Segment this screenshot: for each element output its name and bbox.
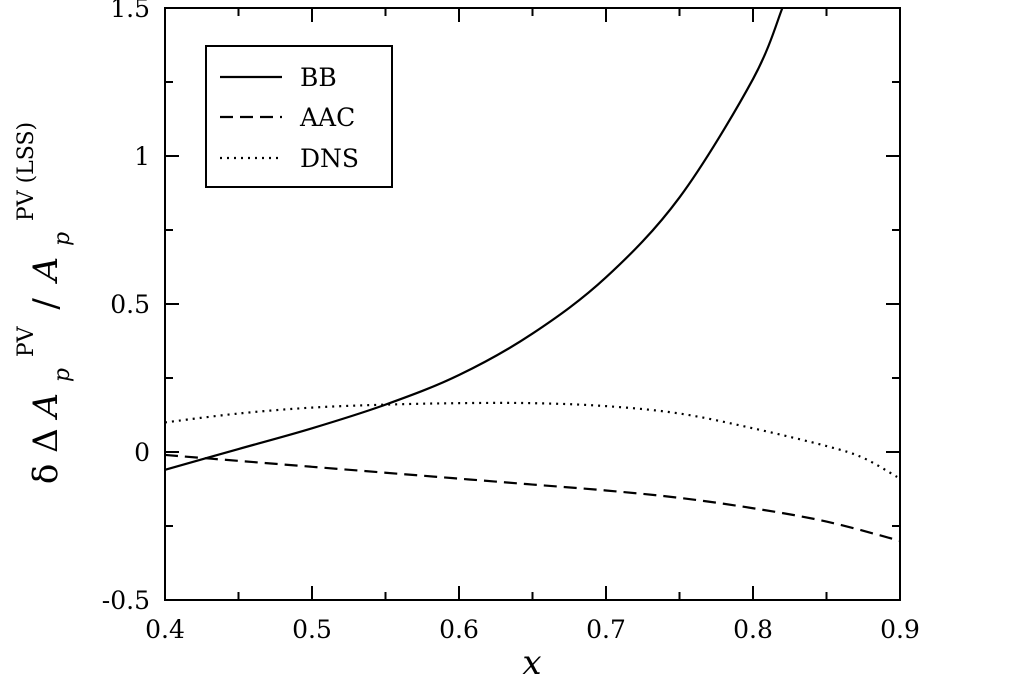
legend-label-bb: BB bbox=[300, 63, 337, 92]
y-label-pv-sup: PV bbox=[14, 325, 39, 357]
y-label-p-sub: p bbox=[50, 368, 75, 382]
y-tick-label: -0.5 bbox=[102, 586, 150, 615]
y-axis-label: δ Δ A p PV / A p PV (LSS) bbox=[2, 122, 78, 484]
y-tick-label: 0 bbox=[134, 438, 150, 467]
y-label-p-sub2: p bbox=[50, 232, 75, 246]
x-tick-label: 0.8 bbox=[733, 615, 773, 644]
legend-box bbox=[205, 45, 393, 188]
x-tick-label: 0.6 bbox=[439, 615, 479, 644]
y-label-Delta: Δ bbox=[26, 428, 66, 453]
legend: BB AAC DNS bbox=[205, 45, 393, 188]
legend-label-dns: DNS bbox=[300, 144, 359, 173]
y-label-A2: A bbox=[26, 257, 66, 285]
series-line-dns bbox=[164, 401, 901, 480]
y-tick-label: 0.5 bbox=[110, 290, 150, 319]
y-tick-label: 1.5 bbox=[110, 0, 150, 23]
y-tick-label: 1 bbox=[134, 142, 150, 171]
x-tick-label: 0.5 bbox=[292, 615, 332, 644]
x-tick-label: 0.9 bbox=[880, 615, 920, 644]
y-label-pvlss-sup: PV (LSS) bbox=[14, 122, 39, 221]
y-label-A: A bbox=[26, 393, 66, 421]
legend-label-aac: AAC bbox=[299, 103, 355, 132]
plot-frame bbox=[164, 7, 901, 601]
x-tick-label: 0.4 bbox=[145, 615, 185, 644]
series-line-aac bbox=[164, 453, 901, 542]
x-tick-label: 0.7 bbox=[586, 615, 626, 644]
series-line-bb bbox=[164, 7, 784, 471]
y-label-delta: δ bbox=[26, 464, 66, 484]
y-label-slash: / bbox=[26, 298, 66, 310]
x-axis-label: x bbox=[522, 643, 541, 680]
